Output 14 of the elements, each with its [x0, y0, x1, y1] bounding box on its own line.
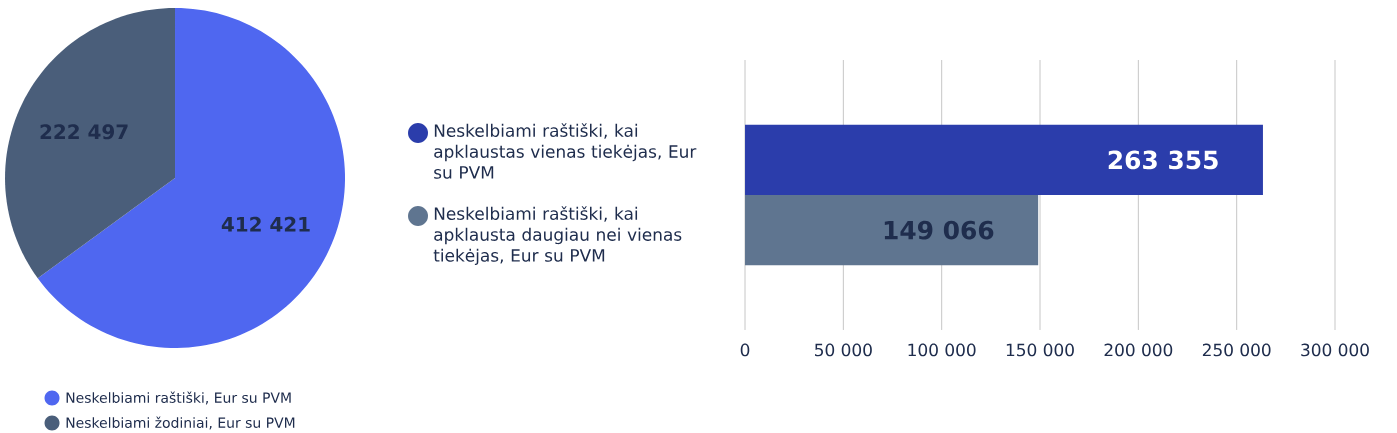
- legend-label: Neskelbiami raštiški, Eur su PVM: [66, 391, 291, 405]
- x-tick-label: 200 000: [1104, 343, 1173, 357]
- legend-label: Neskelbiami raštiški, kai apklaustas vienas tiekėjas, Eur su PVM: [434, 123, 697, 179]
- legend-label: Neskelbiami raštiški, kai apklausta daugiau nei vienas tiekėjas, Eur su PVM: [433, 206, 682, 266]
- x-tick-label: 250 000: [1202, 343, 1271, 357]
- x-tick-label: 0: [740, 343, 750, 357]
- x-tick-label: 100 000: [908, 343, 976, 357]
- x-tick-label: 50 000: [815, 343, 872, 357]
- data-label: 263 355: [1108, 150, 1218, 170]
- legend-label: Neskelbiami žodiniai, Eur su PVM: [66, 416, 295, 430]
- data-label: 412 421: [221, 216, 310, 232]
- x-tick-label: 150 000: [1006, 343, 1074, 357]
- x-tick-label: 300 000: [1301, 343, 1369, 357]
- data-label: 149 066: [884, 220, 994, 240]
